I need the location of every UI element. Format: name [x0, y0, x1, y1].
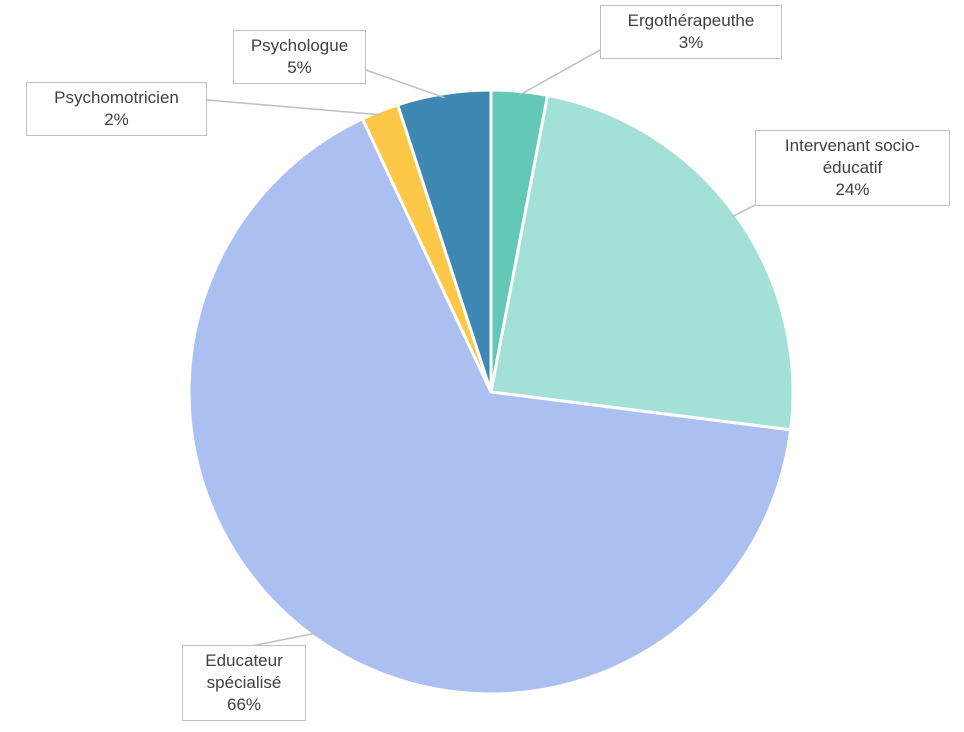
data-label: Ergothérapeuthe 3% [600, 5, 782, 59]
label-value: 66% [226, 695, 262, 714]
label-name: Educateur spécialisé [205, 651, 283, 692]
label-name: Ergothérapeuthe [627, 11, 755, 30]
data-label: Intervenant socio-éducatif 24% [755, 130, 950, 206]
leader-line [518, 49, 601, 96]
label-value: 2% [104, 110, 129, 129]
label-value: 5% [287, 58, 312, 77]
label-name: Psychomotricien [54, 88, 179, 107]
label-value: 24% [835, 180, 870, 199]
leader-line [206, 99, 382, 116]
pie-slice [187, 116, 793, 696]
leader-line [731, 204, 756, 218]
data-label: Psychomotricien 2% [26, 82, 207, 136]
data-label: Psychologue 5% [233, 30, 366, 84]
pie-slice [395, 88, 493, 393]
leader-line [365, 69, 445, 99]
label-value: 3% [678, 33, 704, 52]
label-name: Psychologue [250, 36, 349, 55]
data-label: Educateur spécialisé 66% [182, 645, 306, 721]
label-name: Intervenant socio-éducatif [784, 136, 921, 177]
